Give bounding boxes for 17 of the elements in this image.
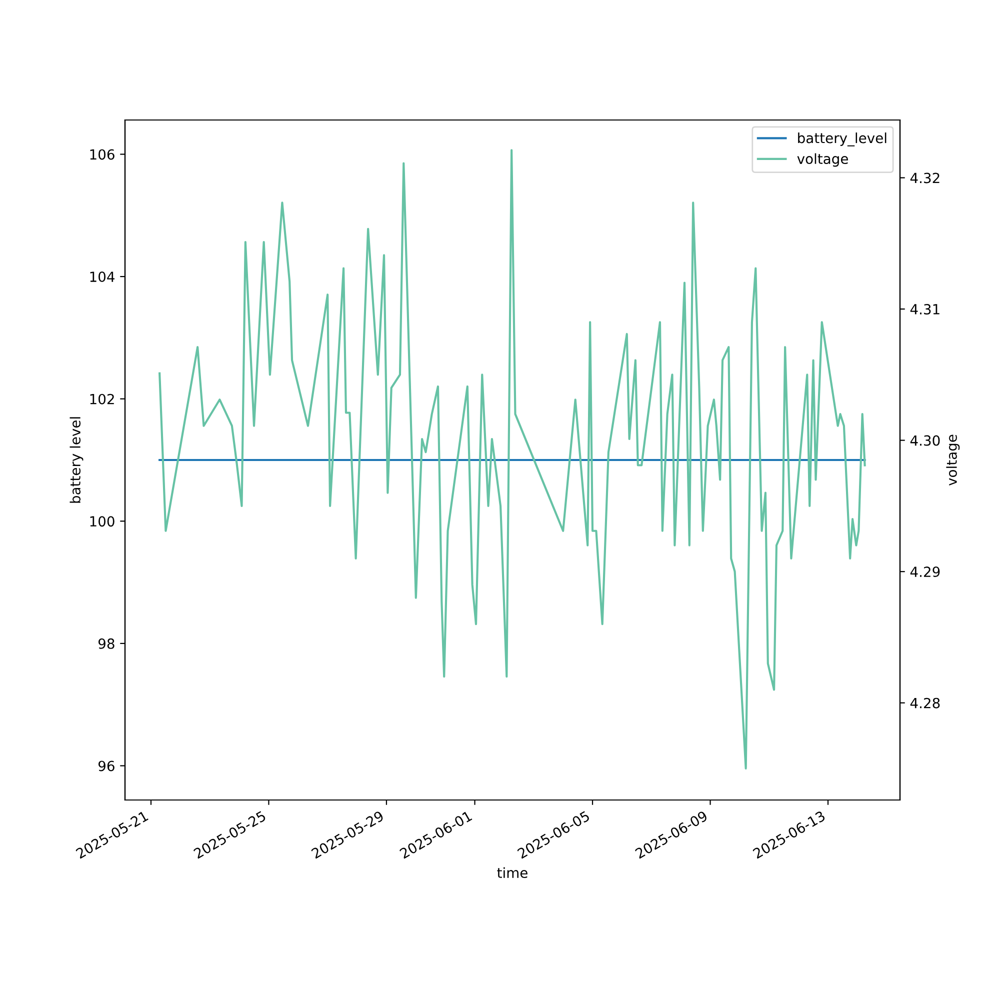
y-tick-label: 98 [98,638,114,649]
x-axis-title: time [497,867,528,878]
legend-label: voltage [797,153,848,167]
y2-tick-label: 4.30 [910,435,940,446]
line-series [158,149,866,770]
y2-axis-title: voltage [946,434,960,486]
y2-tick-label: 4.28 [910,698,940,708]
legend-label: battery_level [798,132,886,146]
y-tick-label: 106 [90,149,114,160]
y2-tick-label: 4.32 [910,172,940,184]
y-tick-label: 96 [98,760,114,772]
y-tick-label: 102 [90,394,114,404]
y-tick-label: 104 [90,272,114,282]
y-axis-title: battery level [70,417,84,503]
y2-tick-label: 4.29 [910,566,940,578]
y2-tick-label: 4.31 [910,304,940,315]
y-tick-label: 100 [90,516,114,527]
